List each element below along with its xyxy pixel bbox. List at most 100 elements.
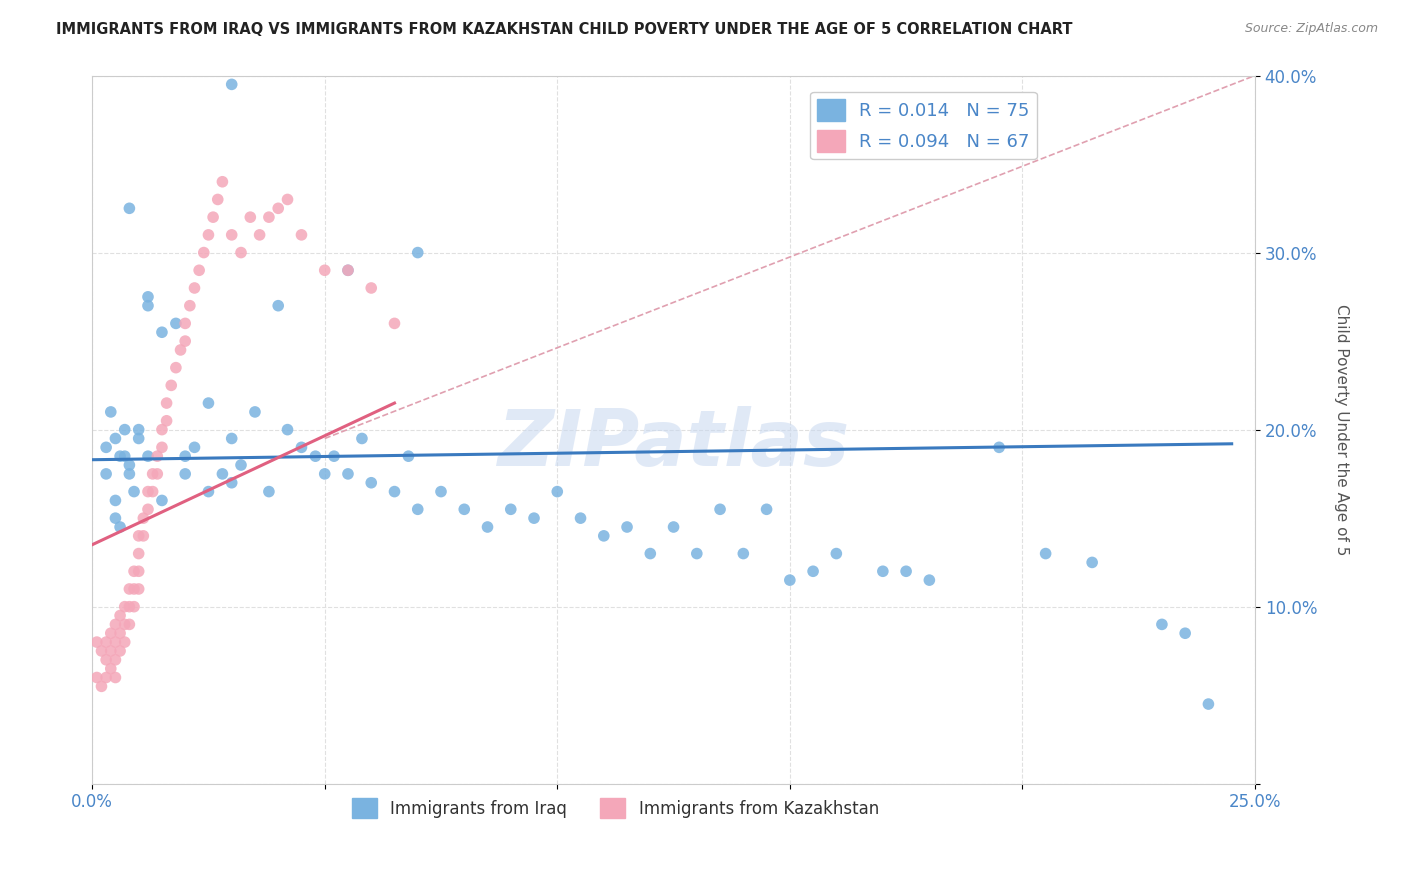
Point <box>183 440 205 454</box>
Point <box>398 449 420 463</box>
Text: ZIPatlas: ZIPatlas <box>498 406 849 482</box>
Point <box>257 210 280 224</box>
Point <box>122 484 145 499</box>
Text: IMMIGRANTS FROM IRAQ VS IMMIGRANTS FROM KAZAKHSTAN CHILD POVERTY UNDER THE AGE O: IMMIGRANTS FROM IRAQ VS IMMIGRANTS FROM … <box>56 22 1073 37</box>
Point <box>104 432 127 446</box>
Point <box>150 493 173 508</box>
Point <box>100 405 122 419</box>
Point <box>360 281 382 295</box>
Point <box>86 671 108 685</box>
Point <box>150 440 173 454</box>
Point <box>118 599 141 614</box>
Point <box>136 299 159 313</box>
Point <box>477 520 499 534</box>
Point <box>1197 697 1219 711</box>
Point <box>122 599 145 614</box>
Point <box>104 511 127 525</box>
Point <box>108 520 131 534</box>
Point <box>257 484 280 499</box>
Point <box>150 325 173 339</box>
Point <box>94 467 117 481</box>
Point <box>160 378 183 392</box>
Point <box>686 547 709 561</box>
Point <box>825 547 848 561</box>
Point <box>114 635 136 649</box>
Point <box>1174 626 1197 640</box>
Point <box>267 299 290 313</box>
Point <box>276 423 298 437</box>
Point <box>128 423 150 437</box>
Point <box>136 290 159 304</box>
Point <box>239 210 262 224</box>
Point <box>1081 556 1104 570</box>
Point <box>202 210 225 224</box>
Point <box>197 396 219 410</box>
Point <box>155 414 177 428</box>
Point <box>304 449 326 463</box>
Point <box>453 502 475 516</box>
Point <box>894 564 917 578</box>
Point <box>350 432 373 446</box>
Point <box>136 502 159 516</box>
Point <box>108 608 131 623</box>
Point <box>128 432 150 446</box>
Point <box>221 78 243 92</box>
Point <box>118 458 141 472</box>
Point <box>592 529 614 543</box>
Point <box>314 263 336 277</box>
Point <box>118 617 141 632</box>
Point <box>1150 617 1173 632</box>
Point <box>733 547 755 561</box>
Point <box>174 449 197 463</box>
Point <box>146 449 169 463</box>
Point <box>94 653 117 667</box>
Point <box>122 564 145 578</box>
Point <box>221 432 243 446</box>
Point <box>146 467 169 481</box>
Point <box>174 317 197 331</box>
Point <box>779 573 801 587</box>
Point <box>108 626 131 640</box>
Legend: Immigrants from Iraq, Immigrants from Kazakhstan: Immigrants from Iraq, Immigrants from Ka… <box>346 791 886 825</box>
Point <box>132 529 155 543</box>
Point <box>155 396 177 410</box>
Point <box>114 617 136 632</box>
Point <box>174 334 197 348</box>
Point <box>128 564 150 578</box>
Point <box>86 635 108 649</box>
Point <box>569 511 592 525</box>
Point <box>207 193 229 207</box>
Point <box>801 564 824 578</box>
Point <box>221 475 243 490</box>
Point <box>662 520 685 534</box>
Point <box>193 245 215 260</box>
Point <box>108 449 131 463</box>
Point <box>323 449 346 463</box>
Point <box>118 202 141 216</box>
Point <box>104 635 127 649</box>
Point <box>197 484 219 499</box>
Point <box>100 662 122 676</box>
Point <box>640 547 662 561</box>
Point <box>276 193 298 207</box>
Point <box>132 511 155 525</box>
Point <box>169 343 191 357</box>
Y-axis label: Child Poverty Under the Age of 5: Child Poverty Under the Age of 5 <box>1334 304 1348 556</box>
Point <box>229 458 252 472</box>
Point <box>267 202 290 216</box>
Point <box>336 467 359 481</box>
Point <box>546 484 568 499</box>
Point <box>406 245 429 260</box>
Point <box>104 671 127 685</box>
Point <box>221 227 243 242</box>
Point <box>229 245 252 260</box>
Point <box>118 467 141 481</box>
Point <box>165 360 187 375</box>
Text: Source: ZipAtlas.com: Source: ZipAtlas.com <box>1244 22 1378 36</box>
Point <box>94 635 117 649</box>
Point <box>114 599 136 614</box>
Point <box>114 449 136 463</box>
Point <box>94 440 117 454</box>
Point <box>128 529 150 543</box>
Point <box>872 564 894 578</box>
